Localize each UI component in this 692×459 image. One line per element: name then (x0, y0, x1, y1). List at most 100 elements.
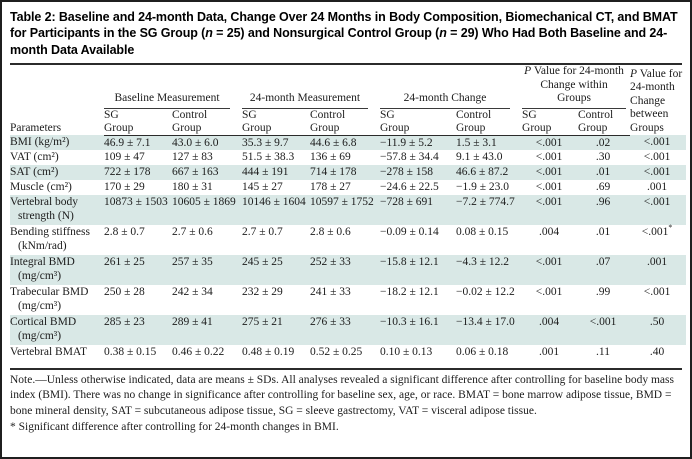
value-cell: −11.9 ± 5.2 (380, 136, 433, 149)
table-row: Cortical BMD (mg/cm³) 285 ± 23 289 ± 41 275 … (10, 315, 687, 346)
significance-asterisk: * (668, 223, 673, 233)
column-subheader-control-group: Control Group (456, 109, 523, 136)
value-cell: −15.8 ± 12.1 (380, 256, 439, 269)
value-cell: 276 ± 33 (310, 316, 351, 329)
value-cell: −728 ± 691 (380, 196, 434, 209)
value-cell: −0.09 ± 0.14 (380, 226, 439, 239)
value-cell: 46.9 ± 7.1 (104, 136, 151, 149)
column-header-p-between-groups: P Value for 24-month Change between Grou… (630, 67, 683, 134)
data-table: Parameters Baseline Measurement 24-month M… (10, 65, 687, 369)
p-value-cell: .01 (595, 226, 611, 239)
column-header-parameters: Parameters (10, 122, 62, 135)
value-cell: 178 ± 27 (310, 181, 351, 194)
column-group-header: Baseline Measurement (104, 65, 242, 110)
value-cell: −18.2 ± 12.1 (380, 286, 439, 299)
p-value-cell: <.001 (535, 151, 563, 164)
value-cell: 43.0 ± 6.0 (172, 136, 219, 149)
p-value-cell: <.001* (641, 223, 673, 239)
value-cell: 180 ± 31 (172, 181, 213, 194)
p-value-cell: .69 (595, 181, 611, 194)
value-cell: −10.3 ± 16.1 (380, 316, 439, 329)
parameter-cell: SAT (cm²) (10, 166, 59, 179)
value-cell: 2.7 ± 0.7 (242, 226, 283, 239)
p-value-cell: .001 (646, 181, 668, 194)
table-title: Table 2: Baseline and 24-month Data, Cha… (10, 9, 682, 58)
p-value-cell: <.001 (535, 286, 563, 299)
value-cell: −57.8 ± 34.4 (380, 151, 439, 164)
title-italic-n: n (205, 26, 213, 41)
value-cell: 10597 ± 1752 (310, 196, 374, 209)
value-cell: −24.6 ± 22.5 (380, 181, 439, 194)
p-value-cell: .001 (538, 346, 560, 359)
title-text: = 29) Who Had Both Baseline and 24-month… (10, 26, 668, 57)
table-row: BMI (kg/m²) 46.9 ± 7.1 43.0 ± 6.0 35.3 ± 9.… (10, 135, 687, 151)
table-row: Vertebral BMAT 0.38 ± 0.15 0.46 ± 0.22 0.48… (10, 345, 686, 368)
value-cell: 0.10 ± 0.13 (380, 346, 433, 359)
title-rule (10, 62, 682, 65)
parameter-cell: Vertebral BMAT (10, 346, 87, 359)
parameter-cell: VAT (cm²) (10, 151, 59, 164)
p-value-cell: <.001 (535, 166, 563, 179)
p-value-cell: .30 (595, 151, 611, 164)
value-cell: 242 ± 34 (172, 286, 213, 299)
p-value-cell: <.001 (643, 151, 671, 164)
p-value-cell: .99 (595, 286, 611, 299)
value-cell: 10605 ± 1869 (172, 196, 236, 209)
p-value-cell: <.001 (535, 196, 563, 209)
value-cell: 722 ± 178 (104, 166, 151, 179)
p-value-cell: <.001 (643, 136, 671, 149)
note-text: Note.—Unless otherwise indicated, data a… (10, 374, 674, 417)
p-value-cell: <.001 (589, 316, 617, 329)
parameter-cell: Cortical BMD (mg/cm³) (10, 316, 77, 342)
table-row: SAT (cm²) 722 ± 178 667 ± 163 444 ± 191 714 … (10, 165, 687, 181)
footnote-asterisk: * Significant difference after controlli… (10, 421, 339, 434)
value-cell: 275 ± 21 (242, 316, 283, 329)
table-body: BMI (kg/m²) 46.9 ± 7.1 43.0 ± 6.0 35.3 ± 9.… (10, 135, 687, 368)
value-cell: 51.5 ± 38.3 (242, 151, 295, 164)
parameter-cell: Vertebral body strength (N) (10, 196, 79, 222)
footnotes: Note.—Unless otherwise indicated, data a… (10, 373, 682, 435)
parameter-cell: Trabecular BMD (mg/cm³) (10, 286, 89, 312)
p-value-cell: .11 (596, 346, 610, 359)
column-subheader-control-group: Control Group (310, 109, 380, 136)
value-cell: 0.06 ± 0.18 (456, 346, 509, 359)
table-row: Trabecular BMD (mg/cm³) 250 ± 28 242 ± 34 23… (10, 285, 686, 315)
value-cell: 714 ± 178 (310, 166, 357, 179)
column-group-header: 24-month Measurement (242, 65, 380, 110)
table-row: Integral BMD (mg/cm³) 261 ± 25 257 ± 35 245 … (10, 255, 687, 286)
table-row: Muscle (cm²) 170 ± 29 180 ± 31 145 ± 27 178 … (10, 180, 686, 195)
title-italic-n: n (439, 26, 447, 41)
value-cell: 46.6 ± 87.2 (456, 166, 509, 179)
column-subheader-control-group: Control Group (172, 109, 242, 136)
value-cell: 241 ± 33 (310, 286, 351, 299)
parameter-cell: BMI (kg/m²) (10, 136, 70, 149)
value-cell: 0.46 ± 0.22 (172, 346, 225, 359)
value-cell: −1.9 ± 23.0 (456, 181, 510, 194)
p-value-cell: <.001 (643, 286, 671, 299)
p-value-cell: <.001 (535, 181, 563, 194)
value-cell: 170 ± 29 (104, 181, 145, 194)
value-cell: 257 ± 35 (172, 256, 213, 269)
column-subheader-sg-group: SG Group (242, 109, 310, 136)
footnote-rule (10, 368, 682, 371)
value-cell: 252 ± 33 (310, 256, 351, 269)
column-subheader-control-group: Control Group (578, 109, 631, 136)
value-cell: 0.08 ± 0.15 (456, 226, 509, 239)
value-cell: 261 ± 25 (104, 256, 145, 269)
table-header: Parameters Baseline Measurement 24-month M… (10, 65, 686, 136)
p-value-cell: .004 (538, 226, 560, 239)
value-cell: 289 ± 41 (172, 316, 213, 329)
table-row: Bending stiffness (kNm/rad) 2.8 ± 0.7 2.7 ±… (10, 223, 686, 255)
value-cell: 444 ± 191 (242, 166, 289, 179)
value-cell: 232 ± 29 (242, 286, 283, 299)
value-cell: 44.6 ± 6.8 (310, 136, 357, 149)
title-text: = 25) and Nonsurgical Control Group ( (212, 26, 440, 41)
value-cell: 10873 ± 1503 (104, 196, 168, 209)
p-value-cell: .004 (538, 316, 560, 329)
value-cell: 35.3 ± 9.7 (242, 136, 289, 149)
value-cell: 0.48 ± 0.19 (242, 346, 295, 359)
title-text: Table 2: Baseline and 24-month Data, Cha… (10, 10, 678, 41)
p-value-cell: .001 (646, 256, 668, 269)
column-group-header: 24-month Change (380, 65, 522, 110)
